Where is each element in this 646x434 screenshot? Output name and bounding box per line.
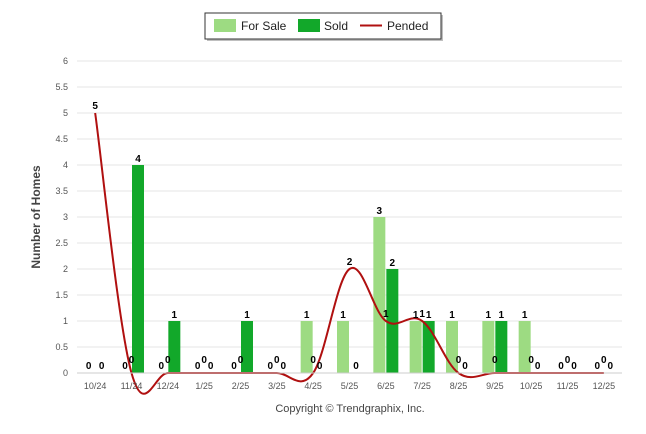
data-label-for-sale: 1 (413, 310, 419, 321)
data-label-sold: 0 (353, 361, 359, 372)
data-label-for-sale: 1 (304, 310, 310, 321)
data-label-sold: 1 (499, 310, 505, 321)
bar-for-sale (518, 321, 531, 373)
x-tick-label: 1/25 (195, 381, 213, 391)
bar-sold (495, 321, 508, 373)
data-label-pended: 0 (165, 355, 171, 366)
legend-label-for-sale: For Sale (241, 19, 287, 33)
data-label-for-sale: 1 (486, 310, 492, 321)
y-tick-label: 5 (63, 108, 68, 118)
data-label-for-sale: 0 (231, 361, 237, 372)
bar-sold (132, 165, 144, 373)
data-label-sold: 0 (462, 361, 468, 372)
x-tick-label: 12/25 (593, 381, 616, 391)
bar-for-sale (337, 321, 349, 373)
data-label-sold: 1 (244, 310, 250, 321)
data-label-pended: 0 (456, 355, 462, 366)
data-label-pended: 0 (492, 355, 498, 366)
x-tick-label: 7/25 (413, 381, 431, 391)
data-label-for-sale: 1 (449, 310, 455, 321)
bar-for-sale (373, 217, 386, 373)
data-label-sold: 0 (208, 361, 214, 372)
copyright: Copyright © Trendgraphix, Inc. (275, 403, 424, 415)
x-tick-label: 2/25 (232, 381, 250, 391)
data-label-for-sale: 3 (377, 206, 383, 217)
data-label-for-sale: 0 (268, 361, 274, 372)
x-tick-label: 8/25 (450, 381, 468, 391)
legend-label-pended: Pended (387, 19, 428, 33)
data-label-sold: 0 (317, 361, 323, 372)
x-tick-label: 9/25 (486, 381, 504, 391)
data-label-for-sale: 1 (340, 310, 346, 321)
data-label-sold: 4 (135, 154, 141, 165)
y-tick-label: 1.5 (55, 290, 68, 300)
gridlines (77, 60, 622, 348)
data-label-sold: 1 (172, 310, 178, 321)
data-label-pended: 2 (347, 257, 353, 268)
y-tick-label: 6 (63, 56, 68, 66)
legend-swatch-for-sale (214, 19, 236, 32)
data-label-pended: 0 (274, 355, 280, 366)
y-tick-label: 3 (63, 212, 68, 222)
bar-for-sale (409, 321, 422, 373)
bar-for-sale (482, 321, 495, 373)
data-label-pended: 0 (565, 355, 571, 366)
y-tick-label: 1 (63, 316, 68, 326)
data-label-sold: 1 (426, 310, 432, 321)
x-tick-label: 11/25 (557, 381, 579, 391)
x-tick-label: 10/24 (84, 381, 107, 391)
legend-swatch-sold (298, 19, 320, 32)
x-tick-label: 4/25 (304, 381, 322, 391)
y-tick-label: 4 (63, 160, 68, 170)
y-tick-label: 4.5 (55, 134, 68, 144)
x-axis-ticks: 10/24 11/24 12/24 1/25 2/25 3/25 4/25 5/25 6/25 7… (84, 381, 615, 391)
x-tick-label: 3/25 (268, 381, 286, 391)
x-tick-label: 10/25 (520, 381, 543, 391)
data-label-pended: 0 (528, 355, 534, 366)
bars (132, 165, 531, 373)
data-label-for-sale: 0 (86, 361, 92, 372)
data-label-sold: 0 (99, 361, 105, 372)
y-tick-label: 3.5 (55, 186, 68, 196)
x-tick-label: 6/25 (377, 381, 395, 391)
bar-sold (241, 321, 253, 373)
data-label-pended: 0 (129, 355, 135, 366)
y-tick-label: 5.5 (55, 82, 68, 92)
y-tick-label: 0.5 (55, 342, 68, 352)
x-tick-label: 12/24 (157, 381, 180, 391)
data-label-for-sale: 0 (558, 361, 564, 372)
y-tick-label: 2 (63, 264, 68, 274)
y-tick-label: 2.5 (55, 238, 68, 248)
bar-for-sale (300, 321, 313, 373)
data-label-pended: 0 (601, 355, 607, 366)
legend-label-sold: Sold (324, 19, 348, 33)
data-label-sold: 0 (281, 361, 287, 372)
data-label-sold: 0 (535, 361, 541, 372)
data-label-pended: 1 (383, 309, 389, 320)
x-tick-label: 5/25 (341, 381, 359, 391)
data-label-sold: 0 (608, 361, 614, 372)
legend: For Sale Sold Pended (204, 12, 443, 41)
y-axis-label: Number of Homes (29, 165, 43, 269)
data-label-pended: 0 (201, 355, 207, 366)
data-label-pended: 5 (92, 101, 98, 112)
data-label-sold: 0 (571, 361, 577, 372)
data-label-sold: 2 (390, 258, 396, 269)
data-label-for-sale: 0 (159, 361, 165, 372)
bar-sold (168, 321, 181, 373)
y-tick-label: 0 (63, 368, 68, 378)
data-label-for-sale: 0 (122, 361, 128, 372)
y-axis-ticks: 0 0.5 1 1.5 2 2.5 3 3.5 4 4.5 5 5.5 6 (55, 56, 68, 378)
bar-sold (386, 269, 399, 373)
data-label-pended: 0 (310, 355, 316, 366)
data-label-for-sale: 1 (522, 310, 528, 321)
data-label-pended: 1 (419, 309, 425, 320)
data-label-for-sale: 0 (595, 361, 601, 372)
x-tick-label: 11/24 (121, 381, 143, 391)
data-label-for-sale: 0 (195, 361, 201, 372)
data-label-pended: 0 (238, 355, 244, 366)
